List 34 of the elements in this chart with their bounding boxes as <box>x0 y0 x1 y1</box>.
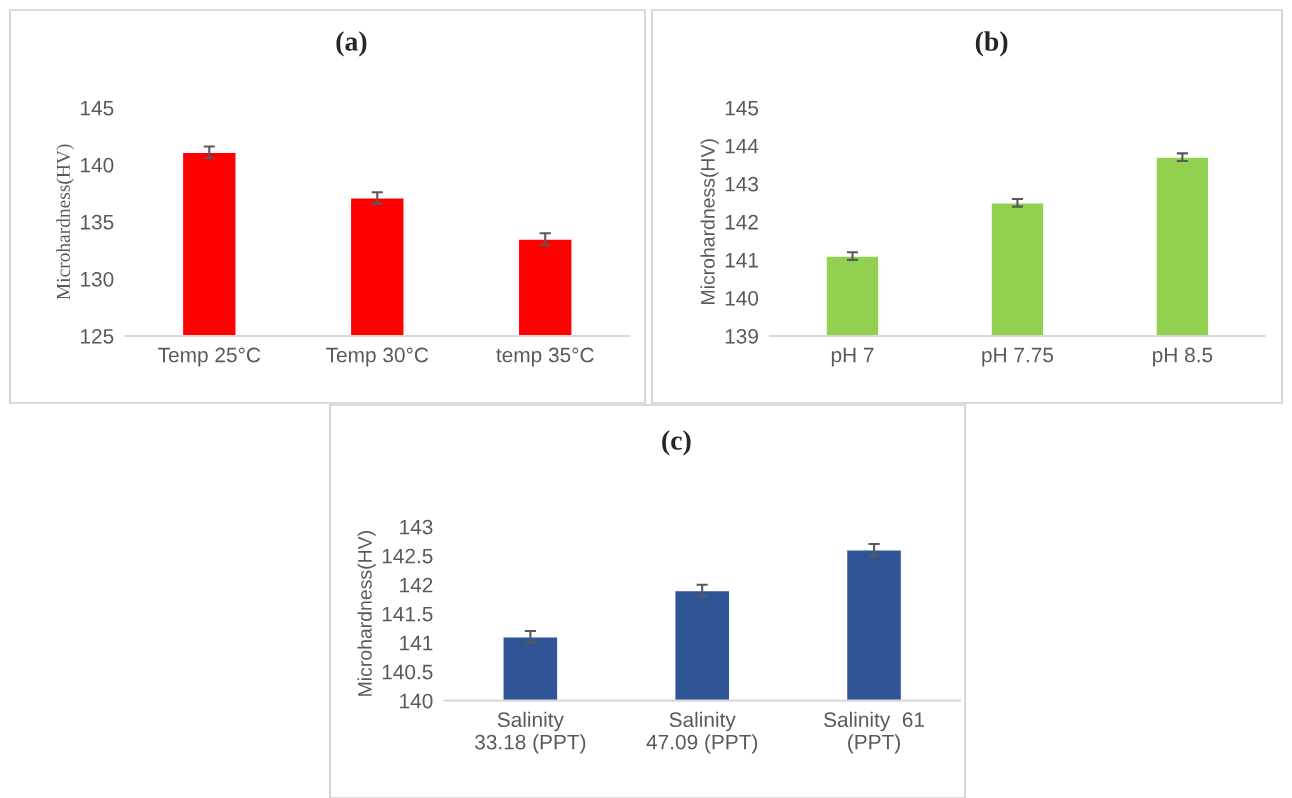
y-tick-label: 143 <box>400 519 433 535</box>
chart-title: (c) <box>662 430 691 456</box>
y-axis-title: Microhardness(HV) <box>357 531 376 696</box>
x-tick-label: Temp 30°C <box>326 347 429 367</box>
x-tick-label: Salinity 47.09 (PPT) <box>646 711 758 754</box>
y-tick-label: 140 <box>400 693 433 709</box>
chart-title: (b) <box>975 31 1008 57</box>
x-tick-label: Salinity 33.18 (PPT) <box>475 711 586 754</box>
x-tick-label: Salinity 61 (PPT) <box>824 711 924 754</box>
y-tick-label: 141 <box>400 635 433 651</box>
y-tick-label: 142.5 <box>382 548 433 564</box>
x-tick-label: Temp 25°C <box>158 347 261 367</box>
y-tick-label: 144 <box>725 138 759 154</box>
y-tick-label: 135 <box>81 214 114 230</box>
y-tick-label: 141.5 <box>382 606 433 622</box>
y-axis-title: Microhardness(HV) <box>56 144 74 300</box>
y-tick-label: 145 <box>81 100 114 116</box>
y-axis-title: Microhardness(HV) <box>700 139 719 304</box>
y-tick-label: 125 <box>81 328 114 344</box>
y-tick-label: 140 <box>725 290 759 306</box>
x-tick-label: temp 35°C <box>496 347 594 367</box>
y-tick-label: 140.5 <box>382 664 433 680</box>
x-tick-label: pH 7.75 <box>982 347 1054 367</box>
y-tick-label: 143 <box>725 176 759 192</box>
y-tick-label: 142 <box>725 214 758 230</box>
y-tick-label: 145 <box>725 100 759 116</box>
y-tick-label: 130 <box>81 271 114 287</box>
chart-title: (a) <box>336 31 367 57</box>
x-tick-label: pH 8.5 <box>1153 347 1213 367</box>
y-tick-label: 141 <box>725 253 758 268</box>
x-tick-label: pH 7 <box>831 347 874 367</box>
y-tick-label: 140 <box>81 157 114 173</box>
y-tick-label: 142 <box>400 577 433 593</box>
y-tick-label: 139 <box>725 328 758 344</box>
